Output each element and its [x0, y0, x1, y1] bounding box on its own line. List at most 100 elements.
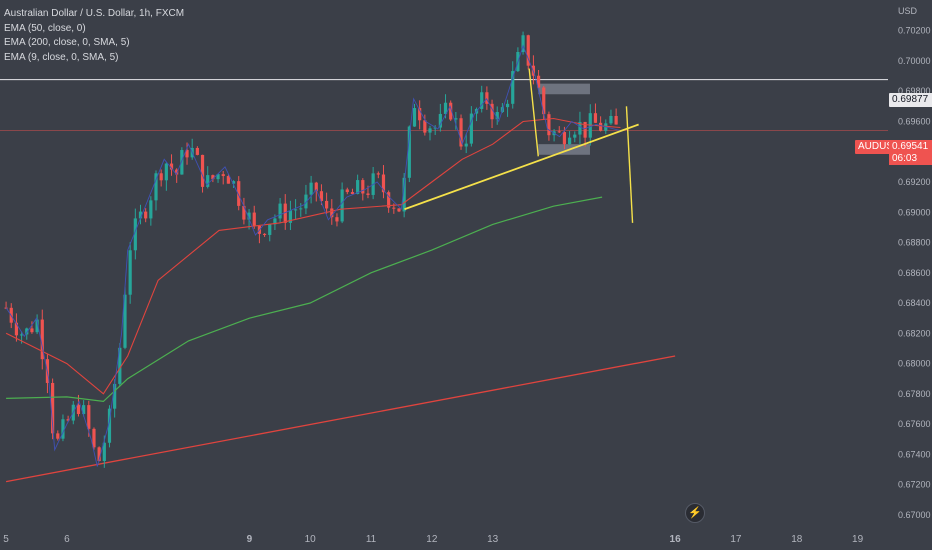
- candle-body: [366, 193, 370, 195]
- candle-body: [268, 224, 272, 235]
- x-tick-label: 12: [426, 534, 438, 545]
- candle-body: [547, 114, 551, 136]
- candle-body: [454, 118, 458, 120]
- candle-body: [609, 115, 613, 124]
- x-tick-label: 16: [670, 534, 682, 545]
- candle-body: [350, 192, 355, 194]
- x-tick-label: 6: [64, 534, 70, 545]
- symbol-title[interactable]: Australian Dollar / U.S. Dollar, 1h, FXC…: [4, 8, 185, 19]
- candle-body: [304, 194, 308, 209]
- candle-body: [149, 200, 153, 219]
- x-tick-label: 9: [247, 534, 253, 545]
- candle-body: [536, 75, 541, 88]
- chart-annotations-back: [0, 79, 888, 483]
- x-tick-label: 18: [791, 534, 803, 545]
- horizontal-line-price-label: 0.69877: [889, 93, 932, 107]
- y-tick-label: 0.67800: [898, 389, 931, 399]
- chart-legend: Australian Dollar / U.S. Dollar, 1h, FXC…: [4, 7, 184, 65]
- ema200-line: [6, 196, 603, 403]
- candle-body: [169, 163, 174, 170]
- price-axis[interactable]: 0.702000.700000.698000.696000.694000.692…: [898, 6, 931, 520]
- candle-body: [288, 210, 293, 223]
- candle-body: [485, 92, 489, 104]
- candle-body: [583, 121, 587, 138]
- candle-body: [469, 113, 473, 144]
- candle-body: [511, 71, 515, 104]
- candle-body: [144, 211, 148, 219]
- candle-body: [412, 108, 417, 127]
- candle-body: [402, 177, 406, 212]
- candle-body: [449, 102, 453, 120]
- candle-body: [14, 322, 19, 336]
- indicator-ema200[interactable]: EMA (200, close, 0, SMA, 5): [4, 37, 130, 48]
- candle-body: [356, 180, 360, 194]
- candle-body: [423, 120, 427, 133]
- bar-countdown-label: 06:03: [889, 153, 932, 165]
- y-axis-unit: USD: [898, 6, 918, 16]
- x-tick-label: 17: [730, 534, 742, 545]
- candle-body: [278, 203, 282, 219]
- candle-body: [231, 181, 236, 184]
- candle-body: [428, 128, 432, 133]
- candle-body: [573, 134, 577, 138]
- y-tick-label: 0.69200: [898, 177, 931, 187]
- y-tick-label: 0.70200: [898, 26, 931, 36]
- candle-body: [92, 428, 96, 448]
- candle-body: [376, 173, 380, 175]
- candle-body: [35, 319, 39, 333]
- candle-body: [247, 212, 251, 220]
- candle-body: [314, 182, 318, 192]
- candle-body: [387, 192, 391, 208]
- candle-body: [599, 122, 603, 131]
- candle-body: [335, 217, 339, 222]
- candle-body: [299, 208, 303, 210]
- ema50-line: [5, 117, 621, 395]
- chart-annotations-front: [404, 68, 639, 223]
- candle-body: [113, 383, 117, 409]
- candle-body: [216, 174, 220, 180]
- y-tick-label: 0.67600: [898, 419, 931, 429]
- candle-body: [180, 150, 184, 175]
- candle-body: [293, 209, 298, 211]
- candle-body: [505, 103, 510, 108]
- last-price-label: 0.69541: [889, 140, 932, 154]
- candle-body: [133, 218, 137, 251]
- y-tick-label: 0.68800: [898, 238, 931, 248]
- candle-body: [118, 347, 122, 384]
- candle-body: [562, 132, 567, 145]
- candle-body: [526, 35, 530, 66]
- ema9-line: [5, 44, 621, 467]
- y-tick-label: 0.68400: [898, 298, 931, 308]
- candle-body: [262, 233, 267, 235]
- candle-body: [325, 200, 329, 209]
- candle-body: [340, 189, 344, 222]
- candle-body: [159, 173, 163, 181]
- y-tick-label: 0.70000: [898, 56, 931, 66]
- candle-body: [164, 163, 168, 181]
- candlestick-series: [4, 31, 618, 468]
- candle-body: [490, 103, 494, 120]
- price-zone: [538, 83, 590, 95]
- candle-body: [521, 35, 525, 52]
- candle-body: [381, 174, 386, 193]
- indicator-ema9[interactable]: EMA (9, close, 0, SMA, 5): [4, 51, 119, 63]
- candle-body: [123, 294, 127, 348]
- candle-body: [175, 169, 179, 175]
- candle-body: [309, 182, 313, 195]
- x-tick-label: 10: [305, 534, 317, 545]
- price-zone: [538, 144, 590, 155]
- indicator-ema50[interactable]: EMA (50, close, 0): [4, 22, 86, 34]
- time-axis[interactable]: 5 6 9 10 11 12 13 16 17 18 19: [3, 534, 863, 545]
- candle-body: [480, 92, 484, 109]
- candle-body: [242, 205, 246, 220]
- candle-body: [66, 419, 70, 421]
- y-tick-label: 0.67400: [898, 449, 931, 459]
- candle-body: [459, 118, 463, 147]
- candle-body: [185, 150, 189, 158]
- x-tick-label: 5: [3, 534, 9, 545]
- candle-body: [567, 137, 572, 145]
- lightning-icon[interactable]: ⚡: [685, 503, 705, 523]
- candle-body: [252, 212, 256, 227]
- candle-body: [226, 176, 230, 184]
